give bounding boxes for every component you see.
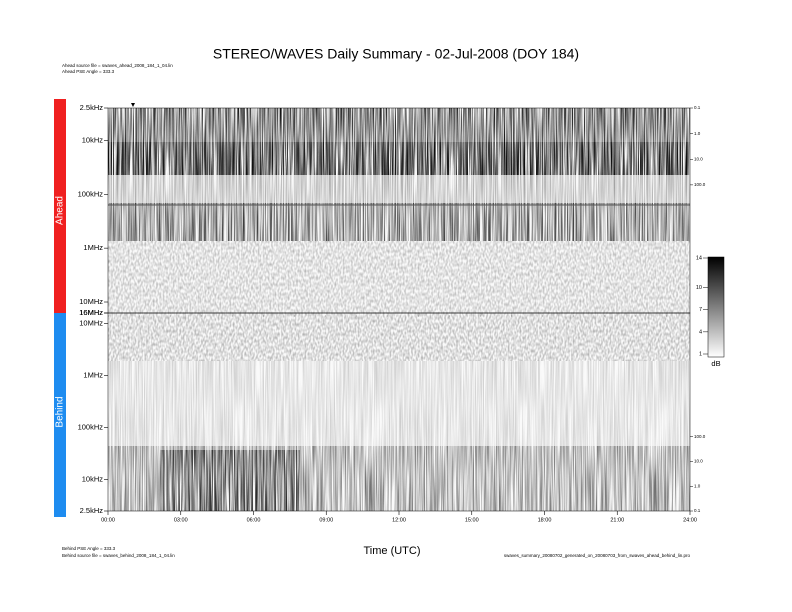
panel-label: Behind [55,396,66,427]
y-tick-label: 1MHz [83,243,103,252]
y-tick-label: 10kHz [82,475,104,484]
y2-tick-label: 1.0 [694,483,701,488]
panel-bar [54,313,66,517]
colorbar-tick-label: 1 [699,351,702,357]
y-tick-label: 10MHz [79,319,103,328]
footer-note: Behind PSE Angle = 333.3 [62,546,116,551]
y-tick-label: 100kHz [78,189,104,198]
colorbar-tick-label: 4 [699,329,702,335]
y-tick-label: 10kHz [82,135,104,144]
y-tick-label: 16MHz [79,308,103,317]
colorbar-tick-label: 10 [696,285,702,291]
x-axis-label: Time (UTC) [363,545,420,557]
header-note: Ahead PSE Angle = 333.3 [62,69,115,74]
footer-note: Behind source file = swaves_behind_2008_… [62,553,175,558]
colorbar-label: dB [711,359,720,368]
colorbar-tick-label: 7 [699,307,702,313]
x-tick-label: 00:00 [101,517,115,523]
x-tick-label: 18:00 [538,517,552,523]
y2-tick-label: 100.0 [694,182,706,187]
x-tick-label: 06:00 [247,517,261,523]
y2-tick-label: 10.0 [694,156,703,161]
y-tick-label: 16MHz [79,308,103,317]
x-tick-label: 24:00 [683,517,697,523]
spectrogram-texture [108,103,690,511]
y-tick-label: 2.5kHz [80,103,104,112]
y2-tick-label: 100.0 [694,434,706,439]
colorbar [707,256,725,358]
x-tick-label: 03:00 [174,517,188,523]
footer-note: swaves_summary_20080702_generated_on_200… [504,553,691,558]
y2-tick-label: 10.0 [694,459,703,464]
colorbar-tick-label: 14 [696,255,702,261]
y-tick-label: 2.5kHz [80,506,104,515]
x-tick-label: 09:00 [319,517,333,523]
y-tick-label: 10MHz [79,297,103,306]
chart-title: STEREO/WAVES Daily Summary - 02-Jul-2008… [213,46,579,62]
y-tick-label: 1MHz [83,371,103,380]
x-tick-label: 21:00 [610,517,624,523]
panel-label: Ahead [55,196,66,225]
y2-tick-label: 0.1 [694,508,701,513]
y2-tick-label: 0.1 [694,105,701,110]
header-note: Ahead source file = swaves_ahead_2008_18… [62,63,173,68]
y2-tick-label: 1.0 [694,131,701,136]
x-tick-label: 15:00 [465,517,479,523]
x-tick-label: 12:00 [392,517,406,523]
panel-bar [54,99,66,313]
y-tick-label: 100kHz [78,423,104,432]
